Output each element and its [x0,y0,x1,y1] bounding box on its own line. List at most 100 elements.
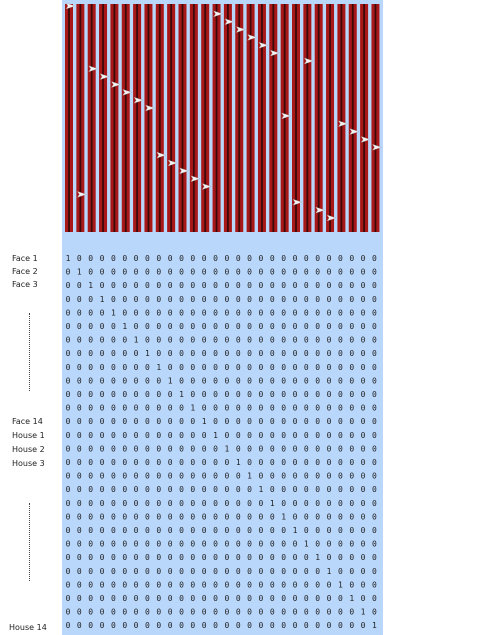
matrix-cell: 0 [111,295,116,304]
matrix-cell: 0 [134,594,139,603]
matrix-cell: 0 [236,512,241,521]
matrix-cell: 0 [100,404,105,413]
matrix-cell: 0 [338,458,343,467]
matrix-cell: 0 [156,485,161,494]
matrix-cell: 0 [281,281,286,290]
matrix-cell: 0 [247,621,252,630]
matrix-cell: 0 [145,444,150,453]
matrix-cell: 0 [304,431,309,440]
matrix-cell: 0 [168,431,173,440]
matrix-cell: 0 [224,621,229,630]
matrix-cell: 0 [134,295,139,304]
matrix-cell: 0 [156,322,161,331]
matrix-cell: 0 [88,458,93,467]
matrix-cell: 0 [247,512,252,521]
matrix-cell: 0 [224,281,229,290]
matrix-cell: 0 [168,349,173,358]
matrix-cell: 0 [361,594,366,603]
matrix-cell: 0 [88,376,93,385]
matrix-cell: 0 [66,526,71,535]
matrix-cell: 0 [361,580,366,589]
matrix-cell: 0 [372,580,377,589]
matrix-cell: 0 [349,349,354,358]
matrix-cell: 0 [168,336,173,345]
matrix-cell: 0 [270,594,275,603]
matrix-cell: 0 [349,444,354,453]
matrix-cell: 0 [213,567,218,576]
matrix-cell: 0 [168,485,173,494]
matrix-cell: 0 [304,281,309,290]
matrix-cell: 0 [259,308,264,317]
matrix-cell: 0 [213,594,218,603]
stimulus-stripe [156,4,164,232]
matrix-cell: 0 [315,540,320,549]
matrix-cell: 0 [202,472,207,481]
matrix-cell: 0 [349,485,354,494]
matrix-cell: 0 [88,540,93,549]
matrix-cell: 1 [338,580,343,589]
matrix-cell: 0 [88,526,93,535]
matrix-row: 0001000000000000000000000000 [66,295,377,304]
matrix-cell: 0 [281,417,286,426]
matrix-cell: 0 [361,376,366,385]
matrix-row: 0000100000000000000000000000 [66,308,377,317]
matrix-cell: 0 [338,540,343,549]
matrix-cell: 0 [281,404,286,413]
matrix-cell: 0 [372,363,377,372]
matrix-cell: 0 [202,281,207,290]
matrix-cell: 0 [179,281,184,290]
matrix-cell: 0 [190,499,195,508]
matrix-cell: 0 [66,485,71,494]
matrix-cell: 0 [361,540,366,549]
matrix-cell: 0 [372,254,377,263]
matrix-cell: 0 [77,417,82,426]
stripe-center-line [329,4,331,232]
matrix-cell: 0 [134,512,139,521]
matrix-cell: 0 [361,268,366,277]
matrix-cell: 0 [100,431,105,440]
matrix-cell: 0 [304,268,309,277]
matrix-cell: 0 [270,363,275,372]
face-rows-ellipsis [29,313,30,391]
stripe-center-line [91,4,93,232]
matrix-cell: 0 [349,281,354,290]
matrix-row: 0000000000000000000000000010 [66,608,377,617]
matrix-cell: 0 [190,444,195,453]
matrix-cell: 0 [259,512,264,521]
matrix-cell: 0 [372,485,377,494]
matrix-cell: 1 [304,540,309,549]
matrix-cell: 0 [327,376,332,385]
matrix-cell: 0 [281,336,286,345]
matrix-cell: 0 [236,254,241,263]
matrix-cell: 0 [349,336,354,345]
matrix-cell: 0 [315,485,320,494]
matrix-cell: 0 [372,472,377,481]
matrix-cell: 0 [236,417,241,426]
matrix-cell: 0 [315,608,320,617]
matrix-cell: 0 [315,390,320,399]
matrix-cell: 0 [77,322,82,331]
matrix-cell: 0 [156,336,161,345]
matrix-cell: 0 [111,349,116,358]
matrix-cell: 0 [315,363,320,372]
label-face-14: Face 14 [12,417,74,426]
matrix-cell: 0 [361,336,366,345]
matrix-cell: 0 [168,526,173,535]
matrix-cell: 0 [145,308,150,317]
matrix-cell: 0 [66,608,71,617]
matrix-cell: 0 [88,349,93,358]
matrix-cell: 1 [111,308,116,317]
matrix-cell: 1 [270,499,275,508]
matrix-cell: 0 [224,512,229,521]
matrix-row: 0000000000010000000000000000 [66,404,377,413]
matrix-cell: 0 [293,608,298,617]
matrix-cell: 0 [100,512,105,521]
matrix-cell: 0 [327,281,332,290]
matrix-cell: 0 [270,268,275,277]
matrix-cell: 0 [179,322,184,331]
matrix-cell: 0 [88,621,93,630]
matrix-cell: 0 [281,526,286,535]
matrix-cell: 0 [111,431,116,440]
matrix-cell: 0 [327,499,332,508]
matrix-cell: 0 [236,390,241,399]
